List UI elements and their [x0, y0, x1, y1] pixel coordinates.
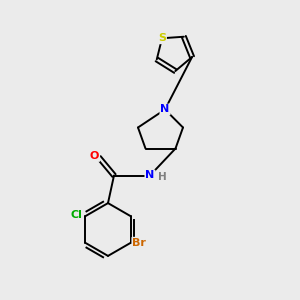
Text: H: H [158, 172, 167, 182]
Text: S: S [158, 33, 166, 43]
Text: O: O [90, 151, 99, 161]
Text: Cl: Cl [71, 210, 83, 220]
Text: N: N [160, 104, 169, 115]
Text: Br: Br [132, 238, 146, 248]
Text: N: N [146, 170, 154, 181]
